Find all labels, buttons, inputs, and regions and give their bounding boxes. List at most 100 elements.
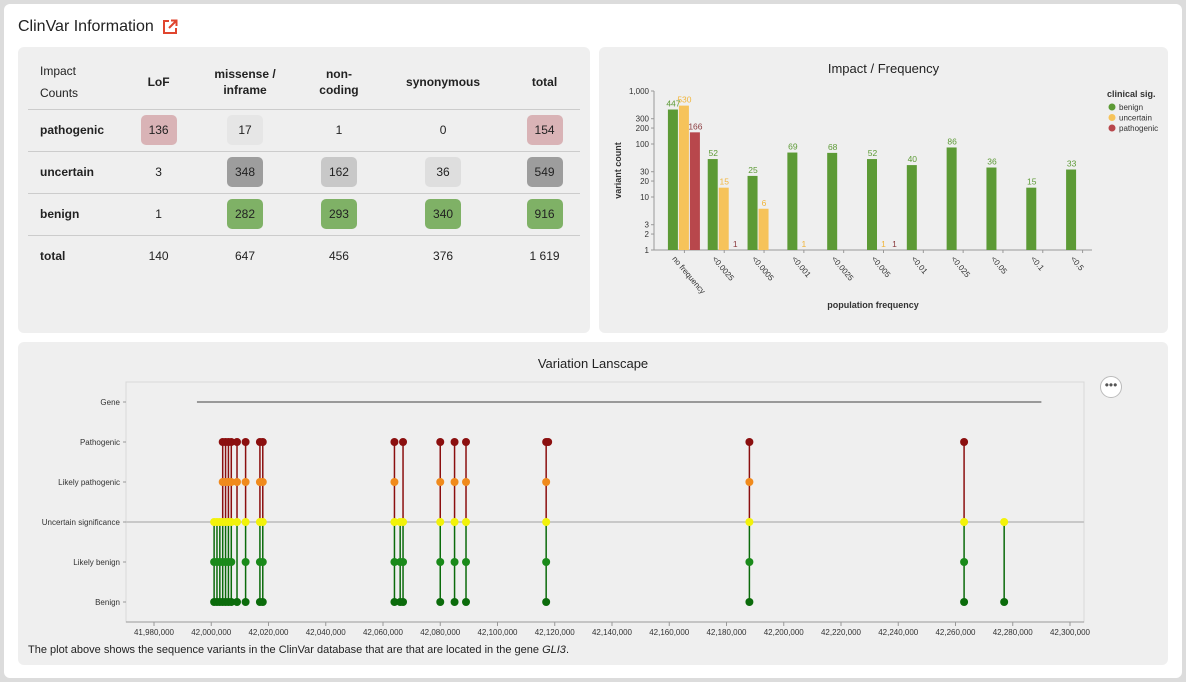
- bar-data-label: 69: [788, 142, 798, 152]
- variant-point: [745, 518, 754, 526]
- table-corner-label: Impact Counts: [28, 55, 128, 110]
- variant-point: [436, 558, 445, 566]
- table-cell: 154: [509, 109, 580, 152]
- variant-point: [745, 558, 754, 566]
- x-tick-label: 42,140,000: [592, 628, 633, 637]
- bar-data-label: 1: [801, 239, 806, 249]
- bar-data-label: 40: [908, 154, 918, 164]
- x-tick-label: <0.05: [989, 255, 1009, 277]
- y-category-label: Likely benign: [73, 558, 120, 567]
- variant-point: [960, 438, 969, 446]
- x-tick-label: 42,080,000: [420, 628, 461, 637]
- bar-benign: [906, 165, 917, 250]
- variant-point: [745, 478, 754, 486]
- bar-benign: [946, 147, 957, 250]
- variant-point: [241, 598, 250, 606]
- count-value: 916: [526, 199, 563, 229]
- bar-uncertain: [758, 208, 769, 250]
- count-value: 340: [425, 199, 462, 229]
- table-cell: 340: [377, 193, 510, 236]
- x-tick-label: 42,280,000: [993, 628, 1034, 637]
- y-tick-label: 200: [636, 124, 650, 133]
- count-value: 647: [235, 249, 256, 264]
- bar-benign: [787, 152, 798, 250]
- x-tick-label: 42,020,000: [248, 628, 289, 637]
- variant-point: [462, 518, 471, 526]
- count-value: 154: [526, 115, 563, 145]
- table-cell: 36: [377, 151, 510, 194]
- variant-point: [745, 598, 754, 606]
- panel-header: ClinVar Information: [18, 14, 178, 40]
- variant-point: [544, 438, 553, 446]
- variant-point: [258, 598, 267, 606]
- count-value: 549: [526, 157, 563, 187]
- variant-point: [390, 518, 399, 526]
- corner-label-counts: Counts: [40, 85, 79, 100]
- x-tick-label: 42,120,000: [535, 628, 576, 637]
- x-tick-label: <0.5: [1069, 255, 1086, 273]
- variant-point: [450, 558, 459, 566]
- bar-data-label: 25: [748, 165, 758, 175]
- y-category-label: Likely pathogenic: [58, 478, 120, 487]
- variant-point: [399, 558, 408, 566]
- bar-data-label: 15: [719, 177, 729, 187]
- count-value: 17: [227, 115, 264, 145]
- variant-point: [227, 598, 236, 606]
- x-tick-label: <0.025: [949, 255, 972, 280]
- x-tick-label: 42,060,000: [363, 628, 404, 637]
- bar-data-label: 447: [666, 99, 680, 109]
- external-link-icon[interactable]: [162, 19, 178, 35]
- y-tick-label: 10: [640, 193, 649, 202]
- variant-point: [1000, 598, 1009, 606]
- variant-point: [241, 558, 250, 566]
- x-tick-label: <0.1: [1029, 255, 1046, 273]
- y-tick-label: 1,000: [629, 87, 650, 96]
- variation-landscape-card: Variation Lanscape ••• Gene Pathogenic Lik…: [18, 342, 1168, 665]
- chart-menu-button[interactable]: •••: [1100, 376, 1122, 398]
- row-label: pathogenic: [28, 109, 128, 152]
- caption-suffix: .: [565, 644, 569, 656]
- x-tick-label: 42,260,000: [935, 628, 976, 637]
- variant-point: [1000, 518, 1009, 526]
- table-cell: 456: [301, 235, 377, 277]
- x-tick-label: <0.0025: [830, 255, 856, 284]
- table-row: uncertain 3 348 162 36 549: [28, 151, 580, 194]
- table-cell: 549: [509, 151, 580, 194]
- variant-point: [960, 598, 969, 606]
- variant-point: [542, 518, 551, 526]
- y-category-label: Gene: [100, 398, 120, 407]
- variation-landscape-chart: Gene Pathogenic Likely pathogenic Uncertain…: [42, 381, 1091, 637]
- count-value: 1: [155, 207, 162, 221]
- bar-benign: [986, 167, 997, 250]
- x-tick-label: 42,220,000: [821, 628, 862, 637]
- y-tick-label: 1: [645, 246, 650, 255]
- bar-data-label: 86: [947, 136, 957, 146]
- variant-point: [960, 558, 969, 566]
- bar-data-label: 166: [688, 121, 702, 131]
- legend-entry: pathogenic: [1119, 124, 1158, 133]
- col-header-missense: missense / inframe: [189, 55, 301, 110]
- table-cell: 348: [189, 151, 301, 194]
- col-header-synonymous: synonymous: [377, 55, 510, 110]
- variant-point: [542, 478, 551, 486]
- corner-label-impact: Impact: [40, 63, 77, 78]
- variant-point: [436, 478, 445, 486]
- legend-entry: uncertain: [1119, 114, 1152, 123]
- legend-title: clinical sig.: [1107, 89, 1156, 99]
- variant-point: [390, 598, 399, 606]
- count-value: 36: [425, 157, 462, 187]
- x-tick-label: <0.001: [790, 255, 813, 280]
- count-value: 282: [227, 199, 264, 229]
- x-tick-label: <0.0025: [710, 255, 736, 284]
- x-tick-label: 42,200,000: [764, 628, 805, 637]
- x-tick-label: no frequency: [670, 255, 707, 296]
- variant-point: [450, 518, 459, 526]
- variant-point: [399, 438, 408, 446]
- bar-data-label: 530: [677, 95, 691, 105]
- bar-benign: [707, 159, 718, 250]
- table-row: pathogenic 136 17 1 0 154: [28, 109, 580, 152]
- table-cell: 1: [128, 193, 190, 236]
- variant-point: [390, 558, 399, 566]
- landscape-caption: The plot above shows the sequence varian…: [28, 644, 569, 656]
- bar-data-label: 6: [762, 198, 767, 208]
